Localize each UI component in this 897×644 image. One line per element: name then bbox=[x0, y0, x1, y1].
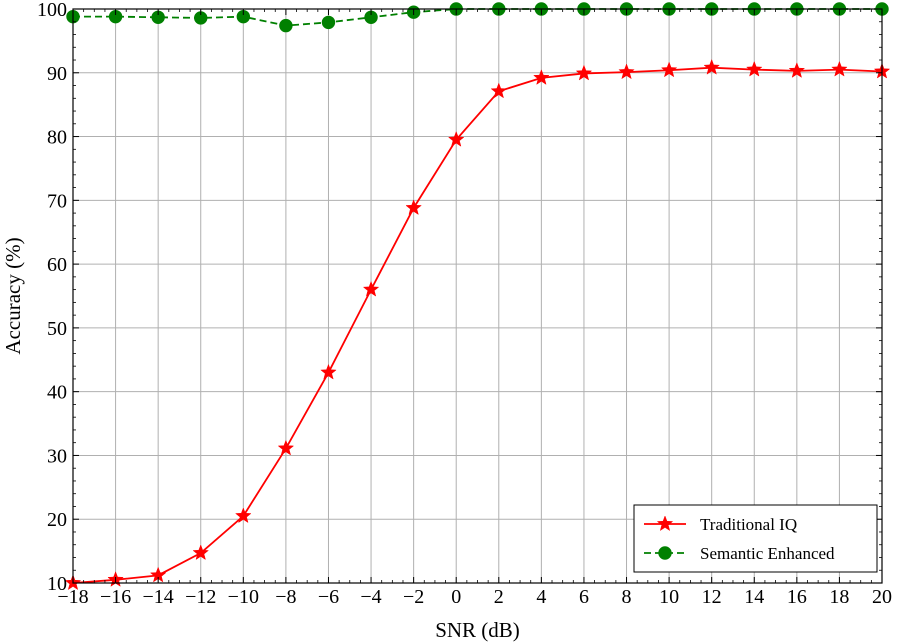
data-point bbox=[362, 280, 380, 297]
x-tick-label: −18 bbox=[57, 586, 88, 608]
x-tick-label: −4 bbox=[360, 586, 381, 608]
x-tick-label: −10 bbox=[228, 586, 259, 608]
y-tick-label: 100 bbox=[37, 0, 67, 21]
y-axis-label: Accuracy (%) bbox=[1, 237, 25, 354]
x-tick-label: −12 bbox=[185, 586, 216, 608]
data-point bbox=[447, 131, 465, 147]
data-point bbox=[405, 199, 422, 216]
data-point bbox=[575, 64, 593, 81]
series-line bbox=[72, 66, 883, 584]
x-tick-label: −16 bbox=[100, 586, 131, 608]
y-tick-labels: 10 20 30 40 50 60 70 80 90 100 bbox=[37, 0, 67, 595]
x-axis-label: SNR (dB) bbox=[435, 618, 520, 642]
x-tick-label: −6 bbox=[318, 586, 339, 608]
x-tick-label: 8 bbox=[622, 586, 632, 608]
grid-lines bbox=[72, 8, 883, 584]
legend-entry: Traditional IQ bbox=[644, 515, 797, 534]
x-tick-label: −14 bbox=[143, 586, 174, 608]
x-tick-label: −8 bbox=[275, 586, 296, 608]
y-tick-label: 90 bbox=[47, 63, 67, 85]
axis-ticks bbox=[72, 8, 883, 584]
data-point bbox=[235, 507, 252, 524]
x-tick-label: 16 bbox=[787, 586, 807, 608]
legend-entry: Semantic Enhanced bbox=[644, 544, 835, 563]
x-tick-label: 14 bbox=[744, 586, 764, 608]
data-point bbox=[321, 15, 336, 30]
x-tick-label: −2 bbox=[403, 586, 424, 608]
y-tick-label: 80 bbox=[47, 127, 67, 149]
data-point bbox=[277, 439, 295, 456]
x-tick-labels: −18 −16 −14 −12 −10 −8 −6 −4 −2 0 2 4 6 8 10 12 14 16 18 20 bbox=[57, 586, 892, 608]
plot-frame bbox=[72, 8, 883, 584]
data-point bbox=[703, 58, 720, 75]
legend-box bbox=[633, 504, 878, 573]
data-point bbox=[533, 69, 550, 85]
data-point bbox=[660, 61, 678, 78]
x-tick-label: 18 bbox=[829, 586, 849, 608]
x-tick-label: 2 bbox=[494, 586, 504, 608]
y-tick-label: 70 bbox=[47, 190, 67, 212]
y-tick-label: 50 bbox=[47, 318, 67, 340]
data-point bbox=[490, 82, 508, 99]
legend-marker bbox=[656, 515, 674, 532]
data-point bbox=[279, 18, 293, 33]
x-tick-label: 20 bbox=[872, 586, 892, 608]
y-tick-label: 40 bbox=[47, 382, 67, 404]
legend-marker bbox=[658, 546, 672, 560]
series-semantic-enhanced bbox=[66, 2, 889, 33]
x-tick-label: 6 bbox=[579, 586, 589, 608]
y-tick-label: 30 bbox=[47, 445, 67, 467]
data-point bbox=[745, 60, 763, 77]
data-point bbox=[320, 363, 337, 380]
legend-label: Traditional IQ bbox=[700, 515, 797, 534]
data-point bbox=[831, 60, 848, 77]
x-tick-label: 4 bbox=[536, 586, 546, 608]
y-tick-label: 10 bbox=[47, 573, 67, 595]
data-point bbox=[788, 62, 806, 78]
data-point bbox=[618, 63, 635, 80]
x-tick-label: 10 bbox=[659, 586, 679, 608]
data-point bbox=[192, 544, 210, 561]
x-tick-label: 12 bbox=[702, 586, 722, 608]
y-tick-label: 60 bbox=[47, 254, 67, 276]
legend: Traditional IQ Semantic Enhanced bbox=[633, 504, 878, 573]
series-layer bbox=[64, 2, 891, 591]
x-tick-label: 0 bbox=[451, 586, 461, 608]
legend-label: Semantic Enhanced bbox=[700, 544, 835, 563]
y-tick-label: 20 bbox=[47, 509, 67, 531]
